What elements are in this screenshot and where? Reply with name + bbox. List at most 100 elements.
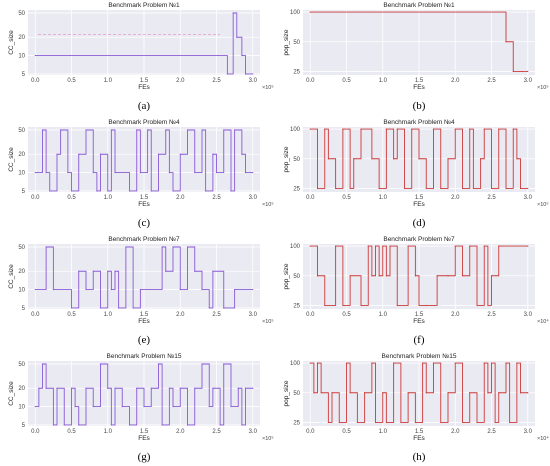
y-tick-label: 50 [18,128,25,134]
series-point [223,363,225,365]
series-point [172,190,174,192]
series-point [208,307,210,309]
series-point [367,245,369,247]
x-tick-label: 3.0 [249,429,258,435]
series-point [469,245,471,247]
series-point [512,128,514,130]
x-tick-label: 3.0 [524,429,533,435]
series-point [498,128,500,130]
y-tick-label: 10 [18,54,25,60]
series-point [99,363,102,365]
series-point [241,54,243,57]
x-tick-label: 2.5 [487,312,496,318]
x-scale-label: ×10⁵ [262,435,274,442]
y-tick-label: 20 [18,269,25,275]
series-point [324,128,326,130]
x-tick-label: 0.5 [67,78,76,84]
series-point [519,392,522,394]
series-point [179,288,181,291]
chart-title: Benchmark Problem №7 [383,236,455,243]
series-point [110,424,112,426]
panel-caption: (b) [412,100,426,112]
series-point [385,128,387,130]
series-point [172,246,174,248]
series-point [212,270,214,272]
series-point [382,245,384,247]
series-point [476,421,478,424]
series-point [70,387,73,389]
series-point [41,363,44,365]
series-point [360,128,362,130]
series-point [498,245,500,247]
chart-panel-g: 0.0 0.5 1.0 1.5 2.0 2.5 3.0 5 10 20 50 Benchmark Pr… [8,353,274,442]
x-tick-label: 0.0 [31,78,40,84]
series-point [168,387,170,389]
series-point [121,405,123,408]
series-point [96,190,98,192]
series-point [371,275,373,277]
series-point [125,246,127,248]
series-point [118,307,120,309]
y-tick-label: 5 [22,72,26,78]
chart-panel-a: 0.0 0.5 1.0 1.5 2.0 2.5 3.0 5 10 20 50 Benchmark Pr… [8,2,274,91]
y-axis-label: pop_size [283,380,290,406]
y-tick-label: 10 [18,405,25,411]
series-point [356,421,358,424]
y-tick-label: 50 [293,40,300,46]
series-point [110,129,112,131]
series-point [34,171,36,174]
series-point [179,153,181,155]
series-point [527,187,529,190]
series-point [436,275,438,277]
y-tick-label: 5 [22,306,26,312]
series-point [78,424,80,426]
chart-title: Benchmark Problem №1 [383,2,455,9]
series-point [85,129,87,131]
x-tick-label: 2.0 [451,78,460,84]
x-tick-label: 2.5 [487,195,496,201]
x-tick-label: 2.5 [212,78,221,84]
series-point [194,171,196,174]
x-tick-label: 3.0 [249,195,258,201]
y-tick-label: 10 [18,171,25,177]
series-point [327,421,329,424]
series-point [393,158,395,160]
x-axis-label: FEs [413,318,425,325]
series-point [378,275,380,277]
x-tick-label: 0.0 [306,195,315,201]
series-point [67,171,69,174]
x-tick-label: 1.0 [104,78,113,84]
x-axis-label: FEs [413,435,425,442]
x-scale-label: ×10⁵ [262,318,274,325]
series-point [34,54,36,57]
series-point [342,304,344,307]
series-point [136,129,138,131]
chart-panel-c: 0.0 0.5 1.0 1.5 2.0 2.5 3.0 5 10 20 50 Benchmark Pr… [8,119,274,208]
series-point [128,424,131,426]
x-tick-label: 1.5 [140,78,149,84]
series-point [244,171,247,174]
y-tick-label: 100 [290,361,301,367]
series-point [309,245,311,247]
series-line [35,12,253,75]
series-point [70,190,73,192]
series-point [407,392,409,394]
series-point [324,304,326,307]
y-tick-label: 25 [293,186,300,192]
series-point [201,288,203,291]
x-tick-label: 0.0 [306,78,315,84]
series-point [403,187,406,190]
series-point [237,387,239,389]
series-point [110,288,112,291]
chart-title: Benchmark Problem №15 [107,353,182,360]
series-point [331,392,333,394]
series-point [219,424,221,426]
series-point [201,363,203,365]
series-point [411,128,413,130]
series-point [512,70,514,73]
series-point [99,153,102,155]
x-axis-label: FEs [138,201,150,208]
series-point [407,245,409,247]
series-point [353,158,355,160]
series-point [461,275,464,277]
